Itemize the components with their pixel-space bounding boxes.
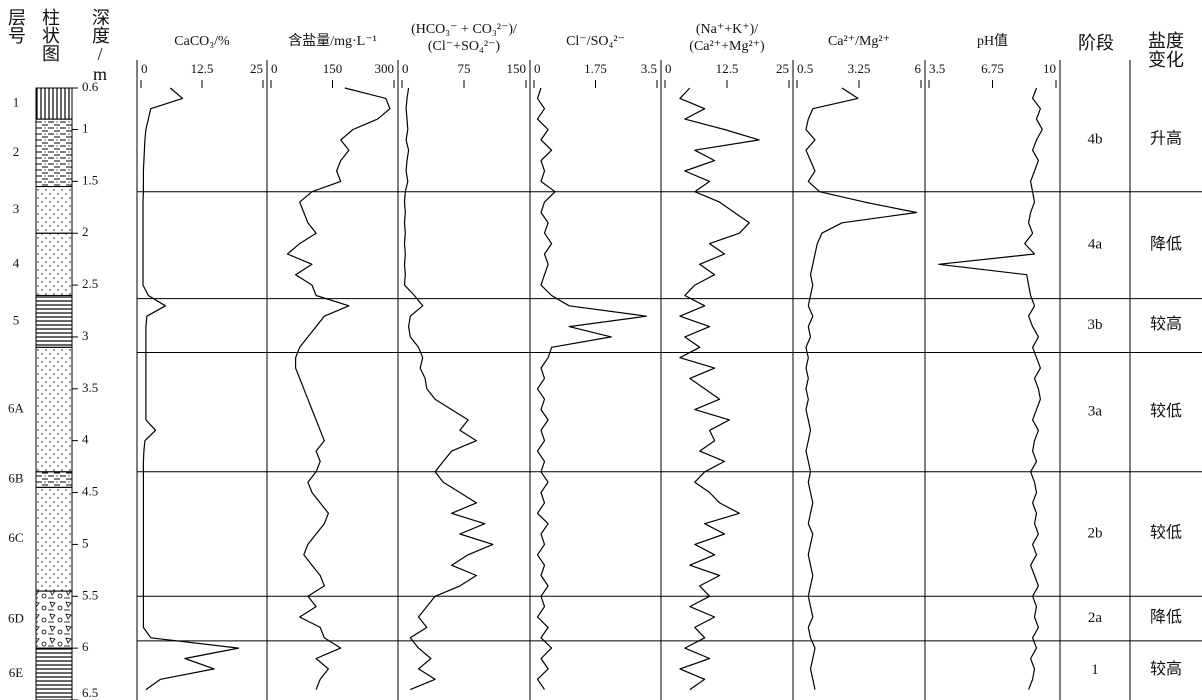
- panel-title: (Na⁺+K⁺)/: [696, 22, 758, 37]
- profile-line: [939, 88, 1043, 690]
- chart: 0.611.522.533.544.555.566.5123456A6B6C6D…: [0, 0, 1202, 700]
- panel-title: CaCO₃/%: [174, 34, 230, 49]
- lithology-layer: [36, 187, 72, 234]
- layer-label: 6E: [9, 665, 24, 680]
- layer-label: 6B: [8, 471, 24, 486]
- salinity-label: 升高: [1150, 130, 1182, 148]
- salinity-label: 较低: [1150, 402, 1182, 420]
- stage-label: 4a: [1088, 237, 1103, 253]
- stage-label: 3b: [1088, 317, 1103, 333]
- depth-tick-label: 4.5: [82, 484, 98, 499]
- layer-header: 层号: [6, 8, 25, 44]
- salinity-header: 盐度变化: [1148, 32, 1186, 70]
- x-tick-label: 1.75: [584, 61, 607, 76]
- profile-line: [680, 88, 759, 690]
- x-tick-label: 150: [323, 61, 343, 76]
- salinity-label: 降低: [1150, 235, 1182, 253]
- lithology-layer: [36, 591, 72, 648]
- profile-line: [538, 88, 647, 690]
- stage-label: 2b: [1088, 525, 1103, 541]
- layer-label: 5: [13, 312, 20, 327]
- profile-line: [806, 88, 917, 690]
- layer-label: 1: [13, 95, 20, 110]
- layer-label: 6C: [8, 530, 23, 545]
- lithology-layer: [36, 347, 72, 471]
- depth-tick-label: 1.5: [82, 172, 98, 187]
- x-tick-label: 75: [458, 61, 471, 76]
- x-tick-label: 150: [507, 61, 527, 76]
- lithology-layer: [36, 487, 72, 591]
- x-tick-label: 3.25: [848, 61, 871, 76]
- layer-label: 6D: [8, 611, 24, 626]
- lithology-layer: [36, 295, 72, 347]
- x-tick-label: 12.5: [716, 61, 739, 76]
- depth-tick-label: 2: [82, 224, 89, 239]
- panel-title: Cl⁻/SO₄²⁻: [566, 34, 625, 49]
- x-tick-label: 0: [271, 61, 278, 76]
- x-tick-label: 3.5: [929, 61, 945, 76]
- layer-label: 3: [13, 201, 20, 216]
- x-tick-label: 6: [915, 61, 922, 76]
- salinity-label: 较低: [1150, 524, 1182, 542]
- stage-label: 4b: [1088, 131, 1103, 147]
- panel-title: Ca²⁺/Mg²⁺: [828, 34, 890, 49]
- panel-title: (HCO₃⁻ + CO₃²⁻)/: [411, 22, 517, 37]
- column-header: 柱状图: [40, 8, 59, 62]
- x-tick-label: 3.5: [641, 61, 657, 76]
- x-tick-label: 25: [776, 61, 789, 76]
- stage-label: 1: [1091, 662, 1099, 678]
- profile-line: [143, 88, 239, 690]
- panel-title: (Cl⁻+SO₄²⁻): [428, 39, 501, 54]
- x-tick-label: 10: [1043, 61, 1056, 76]
- layer-label: 4: [13, 255, 20, 270]
- depth-tick-label: 5: [82, 535, 89, 550]
- layer-label: 6A: [8, 401, 25, 416]
- depth-tick-label: 3.5: [82, 380, 98, 395]
- depth-tick-label: 3: [82, 328, 89, 343]
- lithology-layer: [36, 648, 72, 700]
- x-tick-label: 6.75: [981, 61, 1004, 76]
- panel-title: (Ca²⁺+Mg²⁺): [689, 39, 765, 54]
- salinity-label: 降低: [1150, 608, 1182, 626]
- layer-label: 2: [13, 144, 20, 159]
- depth-tick-label: 6.5: [82, 685, 98, 700]
- x-tick-label: 0: [141, 61, 148, 76]
- salinity-label: 较高: [1150, 315, 1182, 333]
- x-tick-label: 0.5: [797, 61, 813, 76]
- panel-title: 含盐量/mg·L⁻¹: [288, 33, 377, 49]
- panel-title: pH值: [977, 33, 1008, 49]
- stage-header: 阶段: [1078, 34, 1114, 53]
- x-tick-label: 12.5: [191, 61, 214, 76]
- x-tick-label: 0: [534, 61, 541, 76]
- salinity-label: 较高: [1150, 660, 1182, 678]
- depth-tick-label: 6: [82, 639, 89, 654]
- stage-label: 3a: [1088, 404, 1103, 420]
- profile-line: [405, 88, 493, 690]
- x-tick-label: 0: [402, 61, 409, 76]
- x-tick-label: 25: [250, 61, 263, 76]
- lithology-layer: [36, 233, 72, 295]
- stage-label: 2a: [1088, 610, 1103, 626]
- lithology-layer: [36, 119, 72, 186]
- depth-tick-label: 4: [82, 432, 89, 447]
- x-tick-label: 0: [665, 61, 672, 76]
- depth-tick-label: 1: [82, 120, 89, 135]
- depth-tick-label: 5.5: [82, 587, 98, 602]
- lithology-layer: [36, 472, 72, 488]
- lithology-layer: [36, 88, 72, 119]
- profile-line: [287, 88, 390, 690]
- depth-header: 深度/m: [90, 8, 109, 84]
- depth-tick-label: 2.5: [82, 276, 98, 291]
- x-tick-label: 300: [375, 61, 395, 76]
